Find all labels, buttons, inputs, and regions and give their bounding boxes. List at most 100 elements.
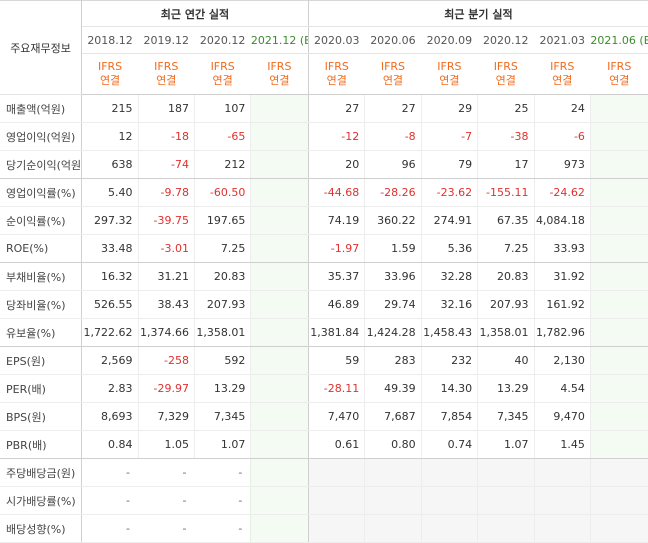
annual-value-cell: -39.75 <box>138 206 195 235</box>
consolidated-label: 연결 <box>326 74 347 87</box>
accounting-standard-cell: IFRS 연결 <box>477 53 534 95</box>
quarter-value-cell: 161.92 <box>534 290 591 319</box>
label-column-header: 주요재무정보 <box>0 0 83 95</box>
quarter-value-cell: 360.22 <box>364 206 422 235</box>
quarter-estimate-cell <box>589 178 648 207</box>
annual-estimate-cell <box>250 206 309 235</box>
quarter-estimate-cell <box>589 346 648 375</box>
row-label: 배당성향(%) <box>0 514 83 543</box>
consolidated-label: 연결 <box>382 74 404 87</box>
annual-value-cell: 638 <box>81 150 139 179</box>
quarter-estimate-cell <box>589 262 648 291</box>
quarter-value-cell: -28.11 <box>308 374 366 403</box>
annual-value-cell: 187 <box>138 94 195 123</box>
quarter-value-cell: 1,358.01 <box>477 318 535 347</box>
ifrs-label: IFRS <box>493 60 518 73</box>
quarter-value-cell: -24.62 <box>534 178 591 207</box>
estimate-period-header: 2021.12 (E) <box>250 26 309 54</box>
quarter-value-cell <box>308 486 366 515</box>
quarter-value-cell: 96 <box>364 150 422 179</box>
annual-estimate-cell <box>250 122 309 151</box>
annual-value-cell: - <box>138 514 195 543</box>
quarter-estimate-cell <box>589 374 648 403</box>
annual-estimate-cell <box>250 150 309 179</box>
annual-value-cell: 212 <box>194 150 252 179</box>
table-row: 영업이익(억원) 12 -18 -65 -12 -8 -7 -38 -6 <box>0 122 648 151</box>
quarter-value-cell <box>534 514 591 543</box>
row-label: 당좌비율(%) <box>0 290 83 319</box>
quarter-value-cell: 67.35 <box>477 206 535 235</box>
quarter-value-cell <box>421 458 479 487</box>
period-header: 2019.12 <box>138 26 195 54</box>
annual-estimate-cell <box>250 178 309 207</box>
annual-value-cell: - <box>138 458 195 487</box>
quarter-value-cell: 1.45 <box>534 430 591 459</box>
quarter-value-cell: 2,130 <box>534 346 591 375</box>
quarter-estimate-cell <box>590 514 648 543</box>
ifrs-label: IFRS <box>550 60 575 73</box>
quarter-value-cell: -1.97 <box>308 234 366 263</box>
quarter-value-cell: 1.59 <box>364 234 422 263</box>
annual-value-cell: - <box>81 486 139 515</box>
annual-value-cell: 526.55 <box>81 290 139 319</box>
row-label: 시가배당률(%) <box>0 486 83 515</box>
annual-value-cell: -258 <box>138 346 195 375</box>
quarter-value-cell: 33.96 <box>364 262 422 291</box>
quarter-value-cell: 32.28 <box>421 262 479 291</box>
quarter-estimate-cell <box>589 150 648 179</box>
annual-value-cell: -60.50 <box>194 178 252 207</box>
quarter-value-cell: 1,782.96 <box>534 318 591 347</box>
quarter-value-cell: -38 <box>477 122 535 151</box>
annual-estimate-cell <box>250 290 309 319</box>
annual-value-cell: 2.83 <box>81 374 139 403</box>
table-row: 당좌비율(%) 526.55 38.43 207.93 46.89 29.74 32.16 2… <box>0 290 648 319</box>
annual-value-cell: 1,374.66 <box>138 318 195 347</box>
quarter-value-cell: 27 <box>364 94 422 123</box>
annual-value-cell: -74 <box>138 150 195 179</box>
annual-estimate-cell <box>250 486 309 515</box>
quarter-value-cell <box>534 486 591 515</box>
annual-value-cell: -65 <box>194 122 252 151</box>
quarter-group-header: 최근 분기 실적 <box>308 0 648 27</box>
period-header: 2020.12 <box>477 26 534 54</box>
annual-value-cell: - <box>138 486 195 515</box>
row-label: PER(배) <box>0 374 83 403</box>
annual-estimate-cell <box>250 458 309 487</box>
period-header: 2020.03 <box>308 26 365 54</box>
quarter-value-cell: -44.68 <box>308 178 366 207</box>
annual-value-cell: 197.65 <box>194 206 252 235</box>
annual-value-cell: 13.29 <box>194 374 252 403</box>
quarter-value-cell: 9,470 <box>534 402 591 431</box>
quarter-value-cell: 232 <box>421 346 479 375</box>
quarter-value-cell <box>477 486 535 515</box>
annual-value-cell: 1.05 <box>138 430 195 459</box>
quarter-value-cell <box>308 514 366 543</box>
quarter-estimate-cell <box>589 234 648 263</box>
quarter-value-cell: 74.19 <box>308 206 366 235</box>
table-row: EPS(원) 2,569 -258 592 59 283 232 40 2,130 <box>0 346 648 375</box>
quarter-value-cell: 1.07 <box>477 430 535 459</box>
quarter-value-cell: -28.26 <box>364 178 422 207</box>
annual-value-cell: 215 <box>81 94 139 123</box>
annual-value-cell: -18 <box>138 122 195 151</box>
quarter-value-cell <box>421 514 479 543</box>
quarter-value-cell <box>534 458 591 487</box>
row-label: 영업이익(억원) <box>0 122 83 151</box>
accounting-standard-cell: IFRS 연결 <box>81 53 139 95</box>
accounting-standard-cell: IFRS 연결 <box>308 53 365 95</box>
quarter-value-cell: 1,458.43 <box>421 318 479 347</box>
quarter-estimate-cell <box>589 122 648 151</box>
annual-value-cell: - <box>81 514 139 543</box>
consolidated-label: 연결 <box>212 74 233 87</box>
table-row: 영업이익률(%) 5.40 -9.78 -60.50 -44.68 -28.26 -23.6… <box>0 178 648 207</box>
table-row: 순이익률(%) 297.32 -39.75 197.65 74.19 360.22 274.… <box>0 206 648 235</box>
ifrs-label: IFRS <box>210 60 235 73</box>
annual-value-cell: 20.83 <box>194 262 252 291</box>
quarter-value-cell: 5.36 <box>421 234 479 263</box>
ifrs-label: IFRS <box>154 60 179 73</box>
table-row: 배당성향(%) - - - <box>0 514 648 543</box>
annual-estimate-cell <box>250 374 309 403</box>
row-label: 매출액(억원) <box>0 94 83 123</box>
table-row: PER(배) 2.83 -29.97 13.29 -28.11 49.39 14.30 13.… <box>0 374 648 403</box>
annual-value-cell: 38.43 <box>138 290 195 319</box>
